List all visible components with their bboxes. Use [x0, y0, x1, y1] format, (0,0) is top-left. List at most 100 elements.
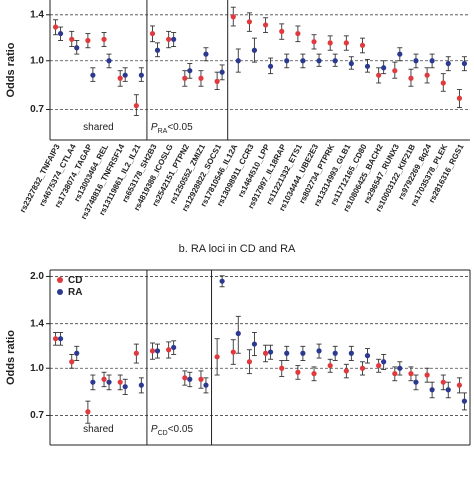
legend-label: RA: [68, 287, 82, 298]
chart-title: b. RA loci in CD and RA: [179, 243, 296, 255]
point: [267, 349, 274, 355]
annotation-text: shared: [83, 424, 114, 435]
point: [461, 398, 468, 404]
legend-label: CD: [68, 275, 82, 286]
point: [295, 30, 301, 37]
point: [267, 63, 274, 69]
point: [424, 72, 430, 78]
point: [182, 75, 188, 81]
point: [348, 350, 354, 356]
point: [182, 375, 188, 381]
point: [117, 75, 123, 81]
point: [279, 365, 285, 371]
y-tick-label: 1.0: [30, 55, 44, 66]
point: [311, 39, 317, 45]
point: [429, 387, 435, 393]
point: [364, 353, 371, 359]
point: [262, 350, 269, 356]
point: [343, 368, 349, 374]
point: [235, 330, 241, 337]
point: [445, 60, 451, 67]
point: [246, 359, 253, 365]
point: [246, 19, 253, 25]
point: [424, 372, 430, 378]
point: [69, 359, 75, 365]
point: [90, 72, 96, 78]
point: [440, 80, 446, 86]
point: [122, 384, 128, 390]
point: [397, 365, 403, 371]
group-label: PRA<0.05: [151, 122, 193, 135]
group-label: shared: [83, 122, 114, 133]
point: [429, 58, 435, 64]
point: [235, 58, 241, 64]
point: [381, 65, 387, 71]
point: [343, 40, 349, 46]
point: [138, 72, 144, 78]
point: [57, 336, 64, 342]
y-tick-label: 1.4: [30, 318, 44, 329]
y-tick-label: 1.0: [30, 363, 44, 374]
point: [198, 376, 204, 382]
y-axis-label: Odds ratio: [5, 330, 17, 385]
point: [397, 51, 403, 57]
point: [133, 103, 139, 109]
annotation-subscript: CD: [158, 430, 168, 437]
point: [101, 376, 107, 382]
point: [364, 63, 371, 69]
point: [171, 36, 177, 42]
point: [381, 359, 387, 365]
annotation-text: shared: [83, 122, 114, 133]
point: [392, 68, 398, 74]
point: [440, 379, 446, 385]
point: [138, 382, 144, 388]
point: [461, 60, 468, 67]
point: [413, 58, 419, 64]
y-axis-label: Odds ratio: [5, 42, 17, 97]
point: [251, 47, 258, 53]
point: [230, 14, 236, 20]
point: [117, 379, 123, 385]
point: [154, 348, 161, 354]
point: [300, 350, 306, 356]
point: [311, 371, 317, 377]
point: [413, 379, 419, 385]
point: [214, 354, 220, 360]
point: [359, 42, 366, 48]
point: [106, 58, 112, 64]
point: [149, 30, 156, 37]
point: [262, 22, 269, 28]
point: [251, 341, 258, 347]
point: [219, 278, 225, 284]
legend-marker: [57, 289, 63, 295]
y-tick-label: 2.0: [30, 271, 44, 282]
point: [456, 382, 463, 388]
point: [122, 72, 128, 78]
point: [219, 69, 225, 75]
point: [300, 58, 306, 64]
group-label: PCD<0.05: [151, 424, 194, 437]
legend-marker: [57, 277, 63, 283]
annotation-text: P: [151, 122, 158, 133]
annotation-suffix: <0.05: [168, 424, 194, 435]
point: [74, 350, 80, 356]
point: [133, 350, 139, 356]
point: [52, 336, 59, 342]
point: [52, 24, 59, 30]
point: [203, 382, 209, 388]
point: [408, 371, 414, 377]
point: [327, 40, 333, 46]
annotation-suffix: <0.05: [167, 122, 193, 133]
point: [445, 387, 451, 393]
point: [332, 58, 338, 64]
point: [57, 30, 64, 37]
point: [316, 58, 322, 64]
point: [376, 363, 382, 369]
point: [214, 78, 220, 84]
point: [85, 409, 91, 415]
point: [392, 371, 398, 377]
point: [284, 58, 290, 64]
annotation-text: P: [151, 424, 158, 435]
point: [284, 350, 290, 356]
point: [327, 363, 333, 369]
